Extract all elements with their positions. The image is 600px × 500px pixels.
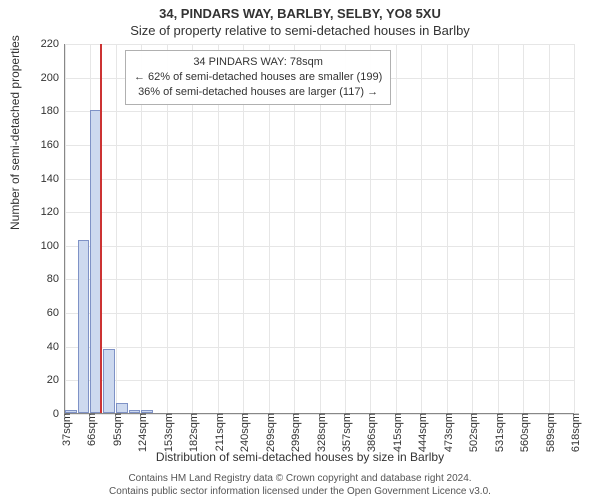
x-axis-label: Distribution of semi-detached houses by … xyxy=(0,450,600,464)
y-tick-label: 220 xyxy=(41,38,59,50)
info-box: 34 PINDARS WAY: 78sqm← 62% of semi-detac… xyxy=(125,50,391,105)
y-tick-label: 40 xyxy=(47,341,59,353)
y-tick-label: 180 xyxy=(41,105,59,117)
y-tick-label: 140 xyxy=(41,173,59,185)
histogram-bar xyxy=(65,410,77,413)
histogram-bar xyxy=(103,349,115,413)
x-tick-label: 211sqm xyxy=(214,413,226,451)
gridline-v xyxy=(472,44,473,413)
x-tick-label: 153sqm xyxy=(163,413,175,452)
x-tick-label: 502sqm xyxy=(468,413,480,452)
info-box-line: 36% of semi-detached houses are larger (… xyxy=(134,85,382,100)
x-tick-label: 560sqm xyxy=(519,413,531,452)
histogram-bar xyxy=(78,240,90,413)
histogram-bar xyxy=(141,410,153,413)
x-tick-label: 618sqm xyxy=(570,413,582,452)
title-main: 34, PINDARS WAY, BARLBY, SELBY, YO8 5XU xyxy=(0,0,600,21)
gridline-v xyxy=(116,44,117,413)
title-sub: Size of property relative to semi-detach… xyxy=(0,21,600,42)
footer-line-1: Contains HM Land Registry data © Crown c… xyxy=(0,472,600,485)
info-box-line: ← 62% of semi-detached houses are smalle… xyxy=(134,70,382,85)
x-tick-label: 415sqm xyxy=(392,413,404,452)
y-tick-label: 100 xyxy=(41,240,59,252)
gridline-v xyxy=(549,44,550,413)
gridline-v xyxy=(447,44,448,413)
x-tick-label: 357sqm xyxy=(341,413,353,452)
x-tick-label: 328sqm xyxy=(316,413,328,452)
gridline-v xyxy=(421,44,422,413)
footer-attribution: Contains HM Land Registry data © Crown c… xyxy=(0,472,600,498)
x-tick-label: 240sqm xyxy=(239,413,251,452)
marker-line xyxy=(100,44,102,413)
y-tick-label: 20 xyxy=(47,374,59,386)
y-tick-label: 120 xyxy=(41,206,59,218)
histogram-bar xyxy=(116,403,128,413)
x-tick-label: 124sqm xyxy=(137,413,149,452)
x-tick-label: 444sqm xyxy=(417,413,429,452)
footer-line-2: Contains public sector information licen… xyxy=(0,485,600,498)
chart-area: 02040608010012014016018020022037sqm66sqm… xyxy=(64,44,574,414)
y-tick-label: 80 xyxy=(47,273,59,285)
gridline-v xyxy=(65,44,66,413)
y-tick-label: 0 xyxy=(53,408,59,420)
gridline-v xyxy=(523,44,524,413)
y-axis-label: Number of semi-detached properties xyxy=(8,35,22,230)
x-tick-label: 299sqm xyxy=(290,413,302,452)
x-tick-label: 95sqm xyxy=(112,413,124,446)
plot-area: 02040608010012014016018020022037sqm66sqm… xyxy=(64,44,574,414)
gridline-v xyxy=(396,44,397,413)
x-tick-label: 182sqm xyxy=(188,413,200,452)
x-tick-label: 386sqm xyxy=(366,413,378,452)
x-tick-label: 531sqm xyxy=(494,413,506,452)
gridline-v xyxy=(498,44,499,413)
gridline-v xyxy=(574,44,575,413)
x-tick-label: 589sqm xyxy=(545,413,557,452)
y-tick-label: 160 xyxy=(41,139,59,151)
x-tick-label: 473sqm xyxy=(443,413,455,452)
y-tick-label: 200 xyxy=(41,72,59,84)
y-tick-label: 60 xyxy=(47,307,59,319)
info-box-line: 34 PINDARS WAY: 78sqm xyxy=(134,55,382,70)
x-tick-label: 66sqm xyxy=(86,413,98,446)
x-tick-label: 37sqm xyxy=(61,413,73,446)
x-tick-label: 269sqm xyxy=(265,413,277,452)
histogram-bar xyxy=(129,410,141,413)
